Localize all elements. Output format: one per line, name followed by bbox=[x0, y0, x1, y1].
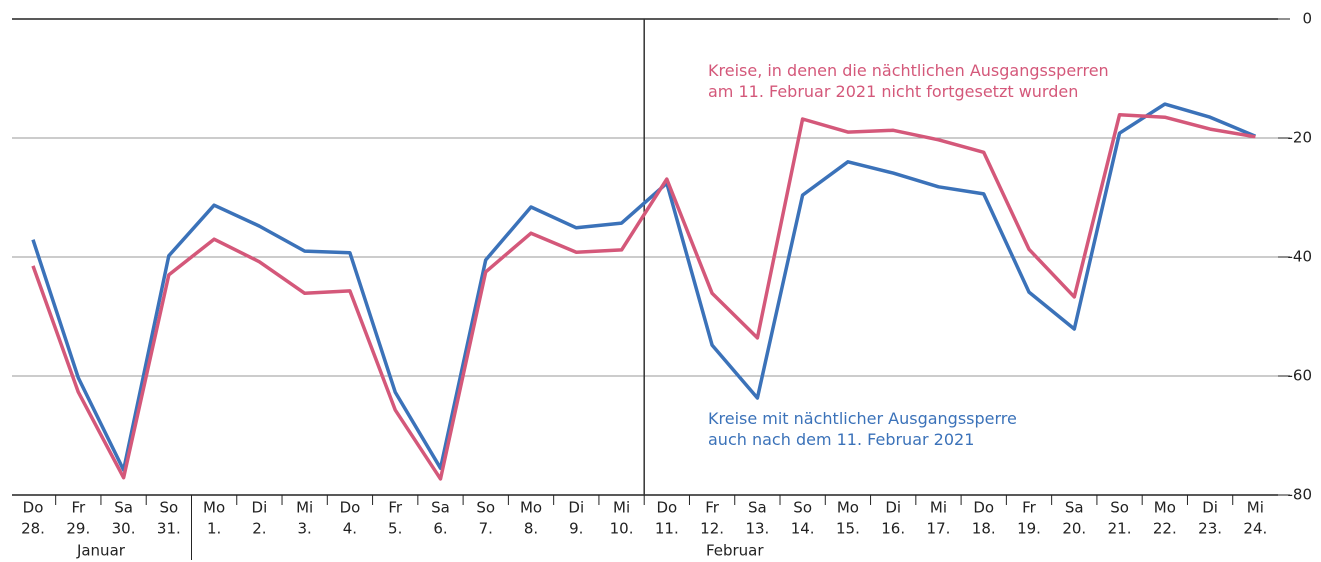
x-tick-label: Di bbox=[568, 499, 584, 517]
x-tick-label: 4. bbox=[343, 520, 357, 538]
x-tick-label: Mi bbox=[613, 499, 630, 517]
x-tick-label: Fr bbox=[71, 499, 86, 517]
x-tick-label: Di bbox=[885, 499, 901, 517]
x-tick-label: 24. bbox=[1243, 520, 1267, 538]
series-line bbox=[31, 113, 1256, 481]
x-tick-label: 11. bbox=[655, 520, 679, 538]
x-tick-label: 10. bbox=[610, 520, 634, 538]
y-tick-label: -60 bbox=[1288, 367, 1313, 385]
y-tick-label: -40 bbox=[1288, 248, 1313, 266]
x-tick-label: 14. bbox=[791, 520, 815, 538]
x-tick-label: 6. bbox=[433, 520, 447, 538]
x-tick-label: Mo bbox=[837, 499, 859, 517]
legend-label: Kreise mit nächtlicher Ausgangssperre auc… bbox=[708, 409, 1017, 449]
x-tick-label: Mo bbox=[520, 499, 542, 517]
x-tick-label: 3. bbox=[298, 520, 312, 538]
y-tick-label: -20 bbox=[1288, 129, 1313, 147]
legend-label: Kreise, in denen die nächtlichen Ausgang… bbox=[708, 61, 1109, 101]
x-tick-label: Do bbox=[973, 499, 994, 517]
legend-line: auch nach dem 11. Februar 2021 bbox=[708, 430, 974, 449]
x-tick-label: 7. bbox=[479, 520, 493, 538]
x-tick-label: 9. bbox=[569, 520, 583, 538]
x-tick-label: Di bbox=[252, 499, 268, 517]
x-tick-label: 19. bbox=[1017, 520, 1041, 538]
legend-line: Kreise mit nächtlicher Ausgangssperre bbox=[708, 409, 1017, 428]
x-tick-label: 23. bbox=[1198, 520, 1222, 538]
x-tick-label: 8. bbox=[524, 520, 538, 538]
x-tick-label: Fr bbox=[1022, 499, 1037, 517]
x-tick-label: Mi bbox=[930, 499, 947, 517]
x-tick-label: 16. bbox=[881, 520, 905, 538]
x-tick-label: 29. bbox=[66, 520, 90, 538]
x-tick-label: 30. bbox=[112, 520, 136, 538]
x-tick-label: 21. bbox=[1108, 520, 1132, 538]
x-tick-label: So bbox=[159, 499, 178, 517]
x-tick-label: Sa bbox=[748, 499, 767, 517]
x-tick-label: Do bbox=[23, 499, 44, 517]
legend-line: am 11. Februar 2021 nicht fortgesetzt wu… bbox=[708, 82, 1078, 101]
month-label: Januar bbox=[76, 542, 126, 560]
y-tick-label: -80 bbox=[1288, 486, 1313, 504]
x-tick-label: Mo bbox=[1154, 499, 1176, 517]
x-tick-label: 12. bbox=[700, 520, 724, 538]
x-tick-label: Fr bbox=[705, 499, 720, 517]
x-tick-label: Mo bbox=[203, 499, 225, 517]
series-line bbox=[31, 102, 1257, 472]
x-tick-label: 2. bbox=[252, 520, 266, 538]
x-tick-label: Do bbox=[340, 499, 361, 517]
y-tick-label: 0 bbox=[1302, 10, 1312, 28]
month-label: Februar bbox=[706, 542, 764, 560]
x-tick-label: 28. bbox=[21, 520, 45, 538]
x-tick-label: 17. bbox=[927, 520, 951, 538]
x-tick-label: 18. bbox=[972, 520, 996, 538]
x-tick-label: Mi bbox=[1247, 499, 1264, 517]
x-tick-label: 5. bbox=[388, 520, 402, 538]
x-tick-label: So bbox=[793, 499, 812, 517]
x-tick-label: Sa bbox=[431, 499, 450, 517]
x-tick-label: 15. bbox=[836, 520, 860, 538]
x-tick-label: 20. bbox=[1062, 520, 1086, 538]
x-tick-label: Fr bbox=[388, 499, 403, 517]
x-tick-label: 22. bbox=[1153, 520, 1177, 538]
x-tick-label: 13. bbox=[745, 520, 769, 538]
x-tick-label: Sa bbox=[114, 499, 133, 517]
legend-line: Kreise, in denen die nächtlichen Ausgang… bbox=[708, 61, 1109, 80]
x-tick-label: So bbox=[1110, 499, 1129, 517]
x-tick-label: Sa bbox=[1065, 499, 1084, 517]
x-tick-label: Do bbox=[656, 499, 677, 517]
x-tick-label: 1. bbox=[207, 520, 221, 538]
x-tick-label: So bbox=[476, 499, 495, 517]
x-tick-label: Di bbox=[1202, 499, 1218, 517]
x-tick-label: 31. bbox=[157, 520, 181, 538]
x-tick-label: Mi bbox=[296, 499, 313, 517]
